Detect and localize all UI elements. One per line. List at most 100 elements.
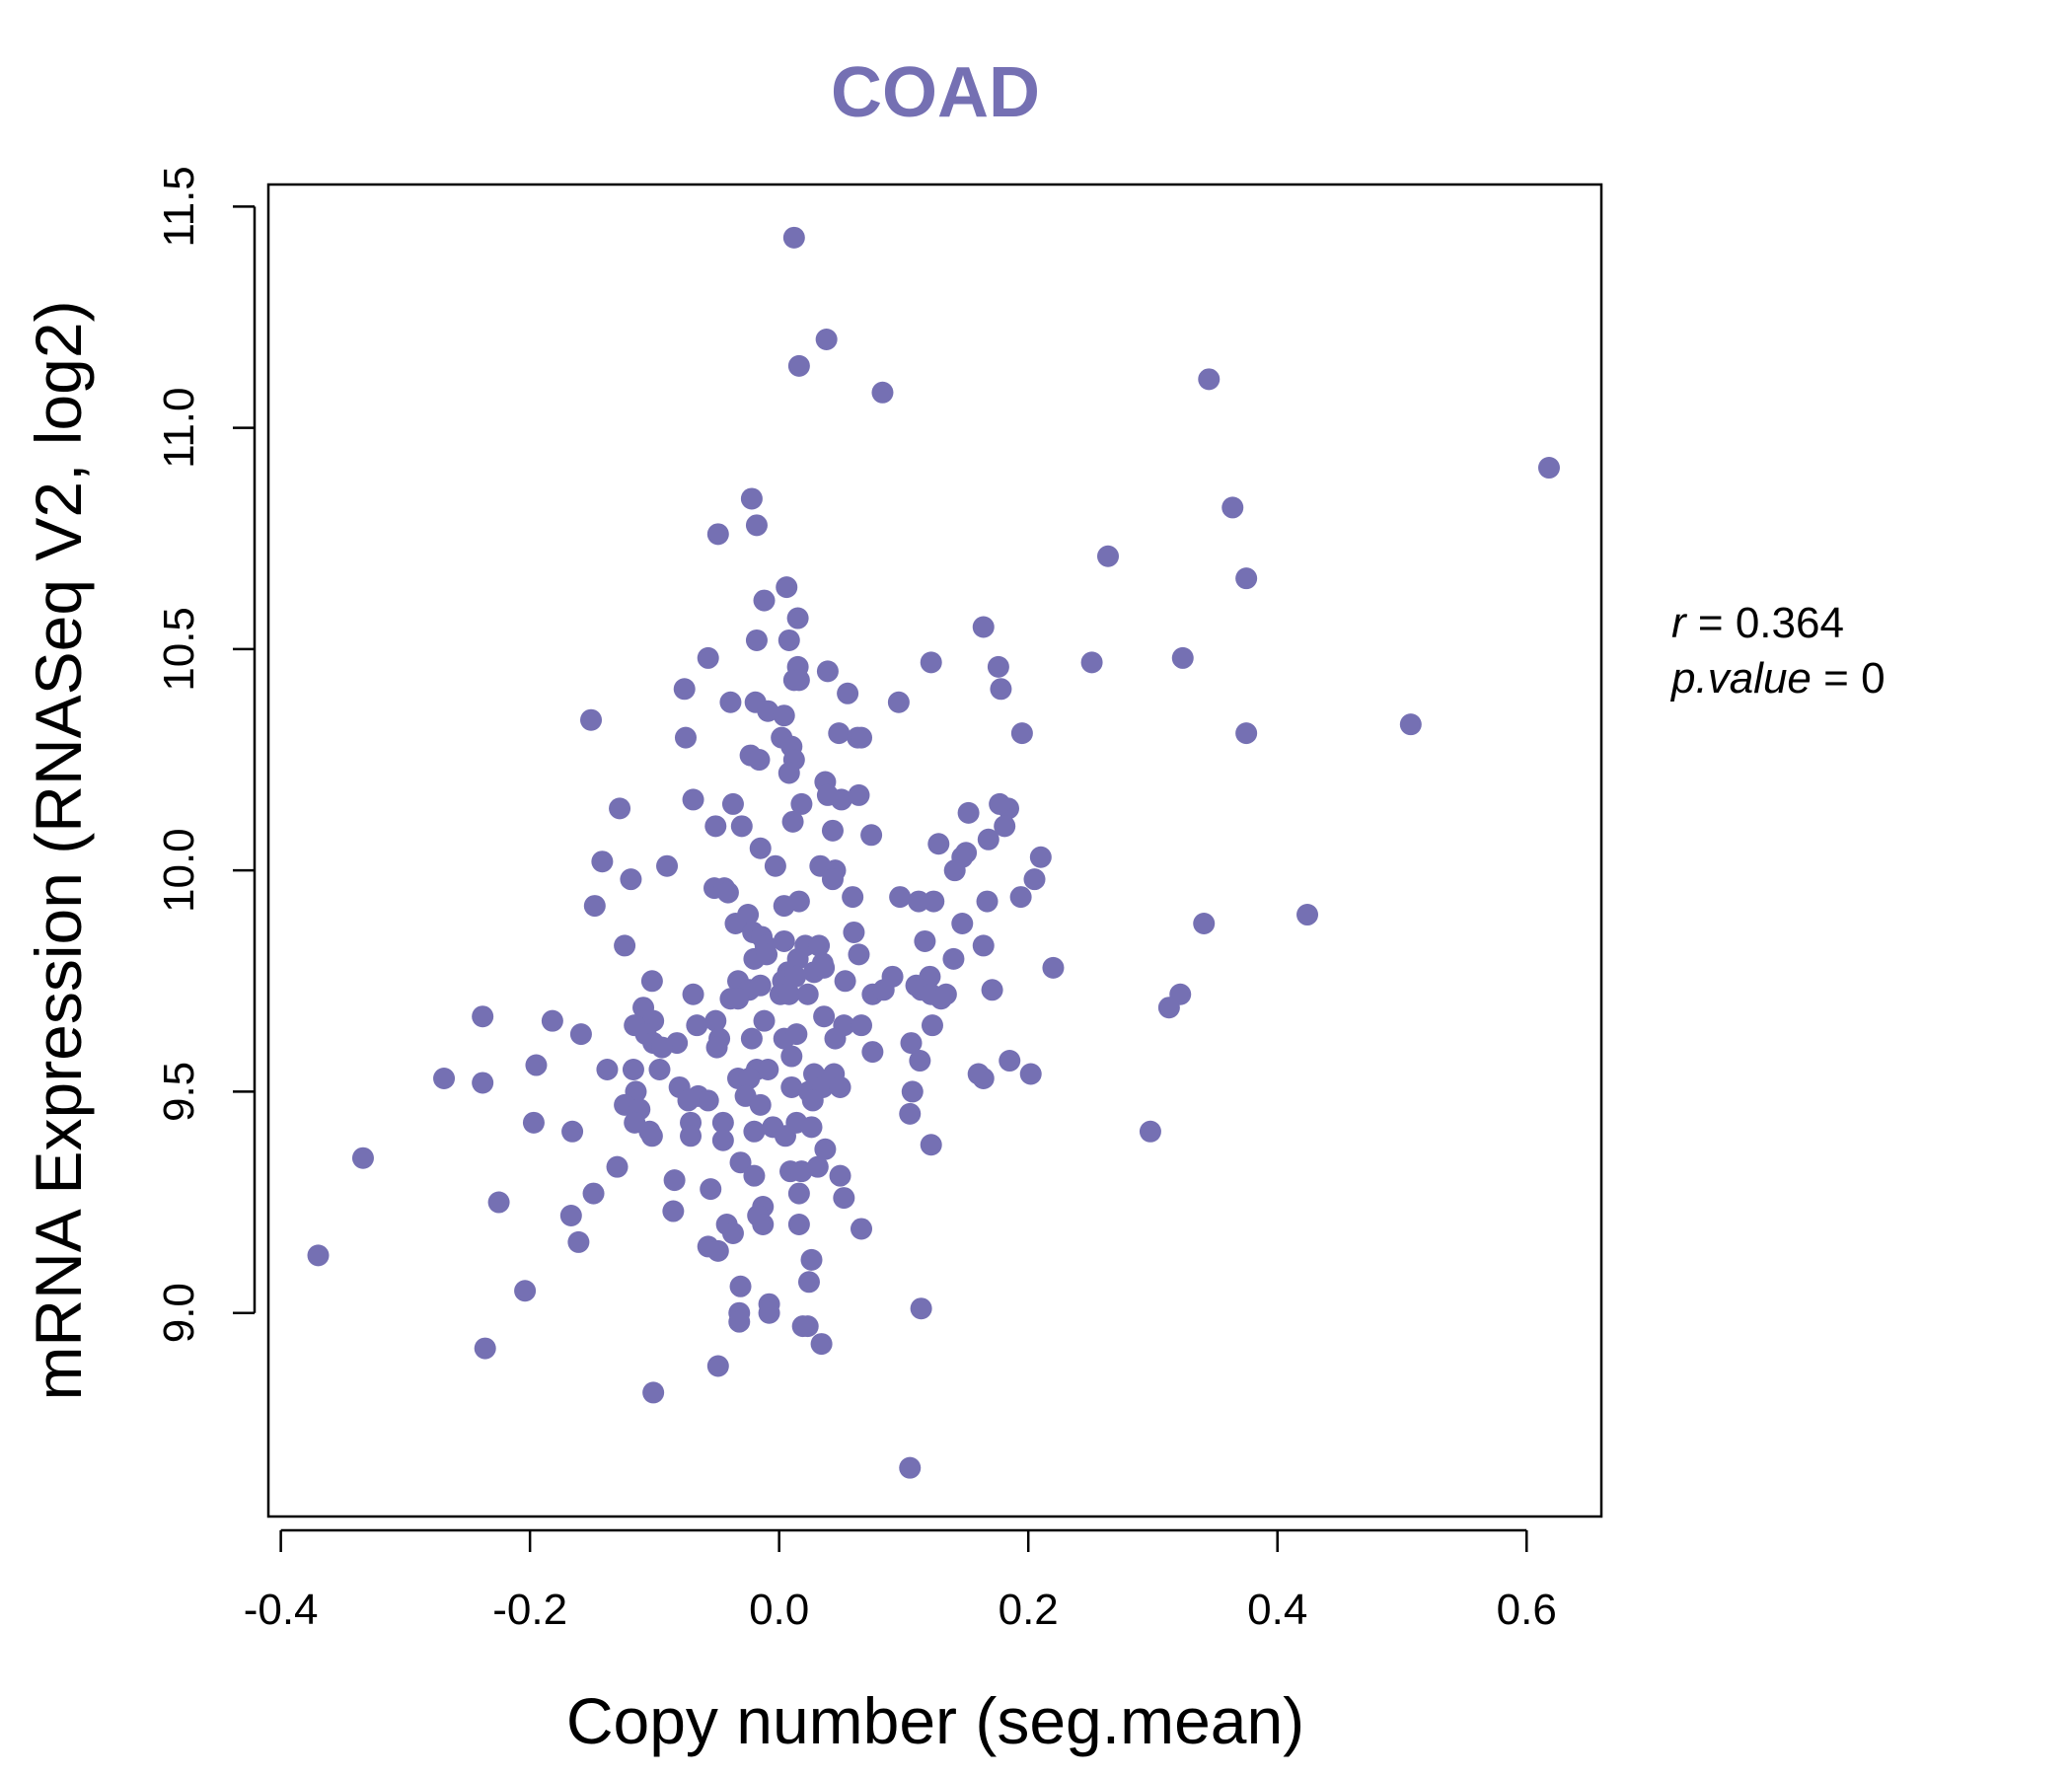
data-point	[656, 854, 679, 877]
data-point	[1029, 846, 1052, 868]
data-point	[821, 868, 844, 891]
data-point	[987, 655, 1009, 678]
data-point	[743, 1164, 766, 1187]
data-point	[648, 1059, 671, 1081]
data-point	[673, 678, 696, 701]
data-point	[729, 1151, 752, 1174]
data-point	[706, 1355, 729, 1377]
data-point	[663, 1169, 686, 1192]
data-point	[797, 1271, 820, 1294]
data-point	[790, 792, 813, 815]
data-point	[837, 682, 859, 704]
y-tick-label: 10.5	[155, 607, 203, 692]
data-point	[677, 1089, 700, 1112]
data-point	[1019, 1063, 1042, 1085]
data-point	[640, 1125, 663, 1147]
data-point	[787, 354, 810, 377]
data-point	[1157, 997, 1180, 1019]
data-point	[724, 913, 747, 935]
data-point	[757, 1059, 779, 1081]
data-point	[1139, 1120, 1161, 1143]
data-point	[808, 934, 831, 957]
r-equals: =	[1698, 599, 1724, 647]
data-point	[976, 890, 999, 913]
data-point	[780, 1075, 803, 1098]
data-point	[900, 1032, 923, 1055]
data-point	[711, 1129, 734, 1151]
data-point	[697, 646, 719, 669]
data-point	[787, 669, 810, 692]
data-point	[786, 607, 809, 629]
data-point	[1399, 713, 1422, 736]
data-point	[582, 1182, 605, 1205]
data-point	[851, 1014, 873, 1037]
data-point	[753, 1009, 776, 1032]
data-point	[740, 487, 763, 510]
data-point	[472, 1072, 494, 1094]
data-point	[785, 1023, 808, 1046]
data-point	[614, 934, 636, 957]
data-point	[749, 1093, 772, 1116]
data-point	[738, 1067, 761, 1089]
data-point	[559, 1205, 582, 1227]
x-tick-label: 0.6	[1497, 1586, 1557, 1634]
data-point	[682, 983, 704, 1005]
data-point	[981, 979, 1003, 1001]
data-point	[721, 1221, 744, 1244]
data-point	[1023, 868, 1046, 891]
data-point	[756, 943, 778, 966]
data-point	[920, 651, 942, 674]
data-point	[640, 970, 663, 993]
data-point	[674, 726, 697, 749]
data-point	[787, 1182, 810, 1205]
data-point	[740, 1027, 763, 1050]
data-point	[909, 1050, 931, 1073]
data-point	[800, 1248, 823, 1271]
data-point	[914, 929, 936, 952]
data-point	[1296, 904, 1319, 926]
data-point	[784, 965, 807, 988]
data-point	[743, 1120, 766, 1143]
data-point	[609, 797, 631, 820]
data-point	[711, 1111, 734, 1134]
data-point	[680, 1125, 703, 1147]
data-point	[514, 1280, 537, 1302]
data-point	[749, 974, 772, 997]
data-point	[716, 881, 739, 904]
data-point	[829, 1075, 851, 1098]
data-point	[1171, 646, 1194, 669]
data-point	[1097, 545, 1120, 567]
data-point	[620, 868, 642, 891]
data-point	[721, 792, 744, 815]
data-point	[1193, 913, 1216, 935]
data-point	[686, 1014, 708, 1037]
data-point	[704, 815, 727, 838]
data-point	[697, 1089, 719, 1112]
data-point	[780, 1045, 803, 1068]
data-point	[719, 691, 742, 713]
x-axis: -0.4 -0.2 0.0 0.2 0.4 0.6	[244, 1528, 1557, 1634]
data-point	[833, 1187, 855, 1210]
data-point	[810, 1333, 833, 1356]
data-point	[561, 1120, 584, 1143]
data-point	[851, 1218, 873, 1240]
data-point	[908, 890, 930, 913]
data-point	[351, 1147, 374, 1169]
p-label: p.value	[1669, 654, 1812, 703]
data-point	[796, 983, 819, 1005]
data-point	[787, 890, 810, 913]
data-point	[972, 616, 995, 638]
data-point	[806, 1155, 829, 1178]
data-point	[781, 810, 804, 833]
data-point	[704, 1009, 727, 1032]
data-point	[773, 704, 795, 727]
data-point	[861, 1041, 884, 1064]
data-point	[977, 828, 999, 851]
data-point	[843, 921, 865, 943]
data-point	[899, 1102, 922, 1125]
data-point	[730, 815, 753, 838]
data-point	[729, 1275, 752, 1297]
data-point	[642, 1381, 665, 1404]
data-point	[472, 1005, 494, 1028]
data-point	[923, 890, 945, 913]
